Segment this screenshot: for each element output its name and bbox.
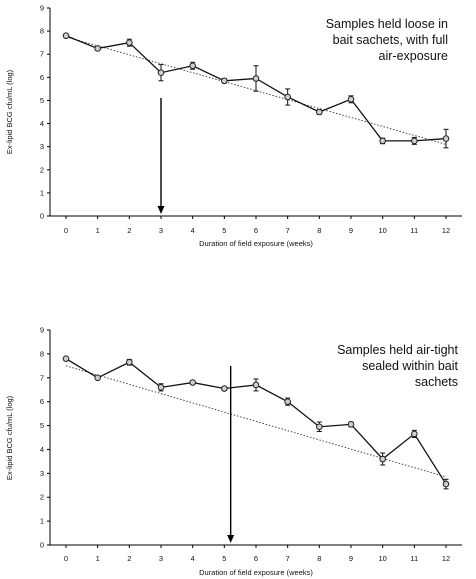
chart1-x-tick-label: 0 — [64, 554, 68, 563]
chart0-y-tick-label: 1 — [40, 188, 44, 197]
chart0-y-tick-label: 0 — [40, 212, 44, 221]
chart1-data-point — [442, 480, 450, 488]
chart1-data-point — [126, 358, 133, 366]
chart1-data-point — [411, 430, 418, 438]
chart0-y-tick-label: 6 — [40, 73, 44, 82]
chart1-x-tick-label: 12 — [442, 554, 450, 563]
chart1-x-axis-title: Duration of field exposure (weeks) — [199, 568, 313, 577]
chart1-y-tick-label: 3 — [40, 469, 44, 478]
chart0-x-tick-label: 11 — [410, 226, 418, 235]
chart0-x-tick-label: 1 — [96, 226, 100, 235]
chart1-data-point — [62, 355, 70, 362]
chart1-data-point — [316, 423, 323, 431]
chart1-y-tick-label: 9 — [40, 326, 44, 335]
chart1-y-tick-label: 2 — [40, 493, 44, 502]
chart1-x-tick-label: 6 — [254, 554, 258, 563]
chart0-y-tick-label: 9 — [40, 4, 44, 13]
chart0-data-point — [189, 62, 196, 70]
chart1-data-point — [347, 421, 355, 428]
chart0-x-tick-label: 6 — [254, 226, 258, 235]
chart0-y-tick-label: 3 — [40, 142, 44, 151]
chart1-data-point — [157, 384, 165, 391]
chart0-data-point — [157, 69, 165, 77]
chart1-x-tick-label: 8 — [317, 554, 321, 563]
chart1-data-point — [94, 374, 101, 382]
chart0-x-tick-label: 5 — [222, 226, 226, 235]
chart0-y-tick-label: 2 — [40, 165, 44, 174]
chart1-y-tick-label: 1 — [40, 517, 44, 526]
chart0-x-axis-title: Duration of field exposure (weeks) — [199, 239, 313, 248]
chart0-data-point — [379, 137, 386, 145]
chart0-x-tick-label: 10 — [378, 226, 386, 235]
chart1-data-point — [221, 385, 228, 392]
chart0-arrow-head — [157, 206, 165, 214]
chart0-data-point — [442, 135, 450, 142]
chart0-x-tick-label: 0 — [64, 226, 68, 235]
chart1-x-tick-label: 2 — [127, 554, 131, 563]
chart1-annotation-line: sealed within bait — [362, 359, 458, 373]
chart-top: 0 1 2 3 4 5 6 7 8 9 0 1 2 3 4 5 6 7 8 9 10 11 12 Duration of fi… — [0, 0, 476, 250]
chart1-x-tick-label: 3 — [159, 554, 163, 563]
chart1-x-tick-label: 10 — [378, 554, 386, 563]
chart1-y-axis-title: Ex-lipid BCG cfu/mL (log) — [5, 395, 14, 480]
chart0-x-tick-label: 9 — [349, 226, 353, 235]
chart1-data-point — [189, 379, 196, 386]
chart0-annotation-line: bait sachets, with full — [333, 33, 448, 47]
chart0-y-tick-label: 8 — [40, 27, 44, 36]
chart1-annotation-line: Samples held air-tight — [337, 343, 458, 357]
chart0-y-axis-title: Ex-lipid BCG cfu/mL (log) — [5, 69, 14, 154]
chart0-x-tick-label: 4 — [191, 226, 195, 235]
chart1-y-tick-label: 8 — [40, 349, 44, 358]
chart0-y-tick-label: 5 — [40, 96, 44, 105]
chart0-x-tick-label: 12 — [442, 226, 450, 235]
chart1-x-tick-label: 4 — [191, 554, 195, 563]
chart1-data-point — [379, 455, 386, 463]
chart0-data-point — [94, 45, 101, 52]
chart0-annotation-line: Samples held loose in — [326, 17, 448, 31]
chart0-data-point — [126, 39, 133, 46]
chart1-x-tick-label: 5 — [222, 554, 226, 563]
chart1-y-tick-label: 7 — [40, 373, 44, 382]
chart0-y-tick-label: 4 — [40, 119, 44, 128]
chart1-annotation-line: sachets — [415, 375, 458, 389]
chart1-x-tick-label: 1 — [96, 554, 100, 563]
chart0-x-tick-label: 3 — [159, 226, 163, 235]
chart1-y-tick-label: 5 — [40, 421, 44, 430]
chart1-x-tick-label: 11 — [410, 554, 418, 563]
chart1-data-point — [284, 398, 291, 405]
chart1-y-tick-label: 0 — [40, 541, 44, 550]
chart0-data-point — [221, 77, 228, 85]
chart0-data-point — [316, 108, 323, 116]
chart0-data-point — [284, 93, 291, 101]
chart0-data-point — [347, 95, 355, 103]
chart1-arrow-head — [227, 535, 235, 543]
chart0-x-tick-label: 8 — [317, 226, 321, 235]
chart1-x-tick-label: 7 — [286, 554, 290, 563]
chart1-x-tick-label: 9 — [349, 554, 353, 563]
chart-bottom: 0 1 2 3 4 5 6 7 8 9 0 1 2 3 4 5 6 7 8 9 10 11 12 Duration of fi… — [0, 318, 476, 579]
chart0-x-tick-label: 7 — [286, 226, 290, 235]
chart0-data-point — [252, 75, 260, 82]
chart0-data-point — [62, 32, 70, 40]
chart0-annotation-line: air-exposure — [379, 49, 449, 63]
chart1-data-point — [252, 381, 260, 389]
chart0-x-tick-label: 2 — [127, 226, 131, 235]
chart1-y-tick-label: 4 — [40, 445, 44, 454]
chart0-y-tick-label: 7 — [40, 50, 44, 59]
chart1-y-tick-label: 6 — [40, 397, 44, 406]
chart0-data-point — [411, 137, 418, 145]
